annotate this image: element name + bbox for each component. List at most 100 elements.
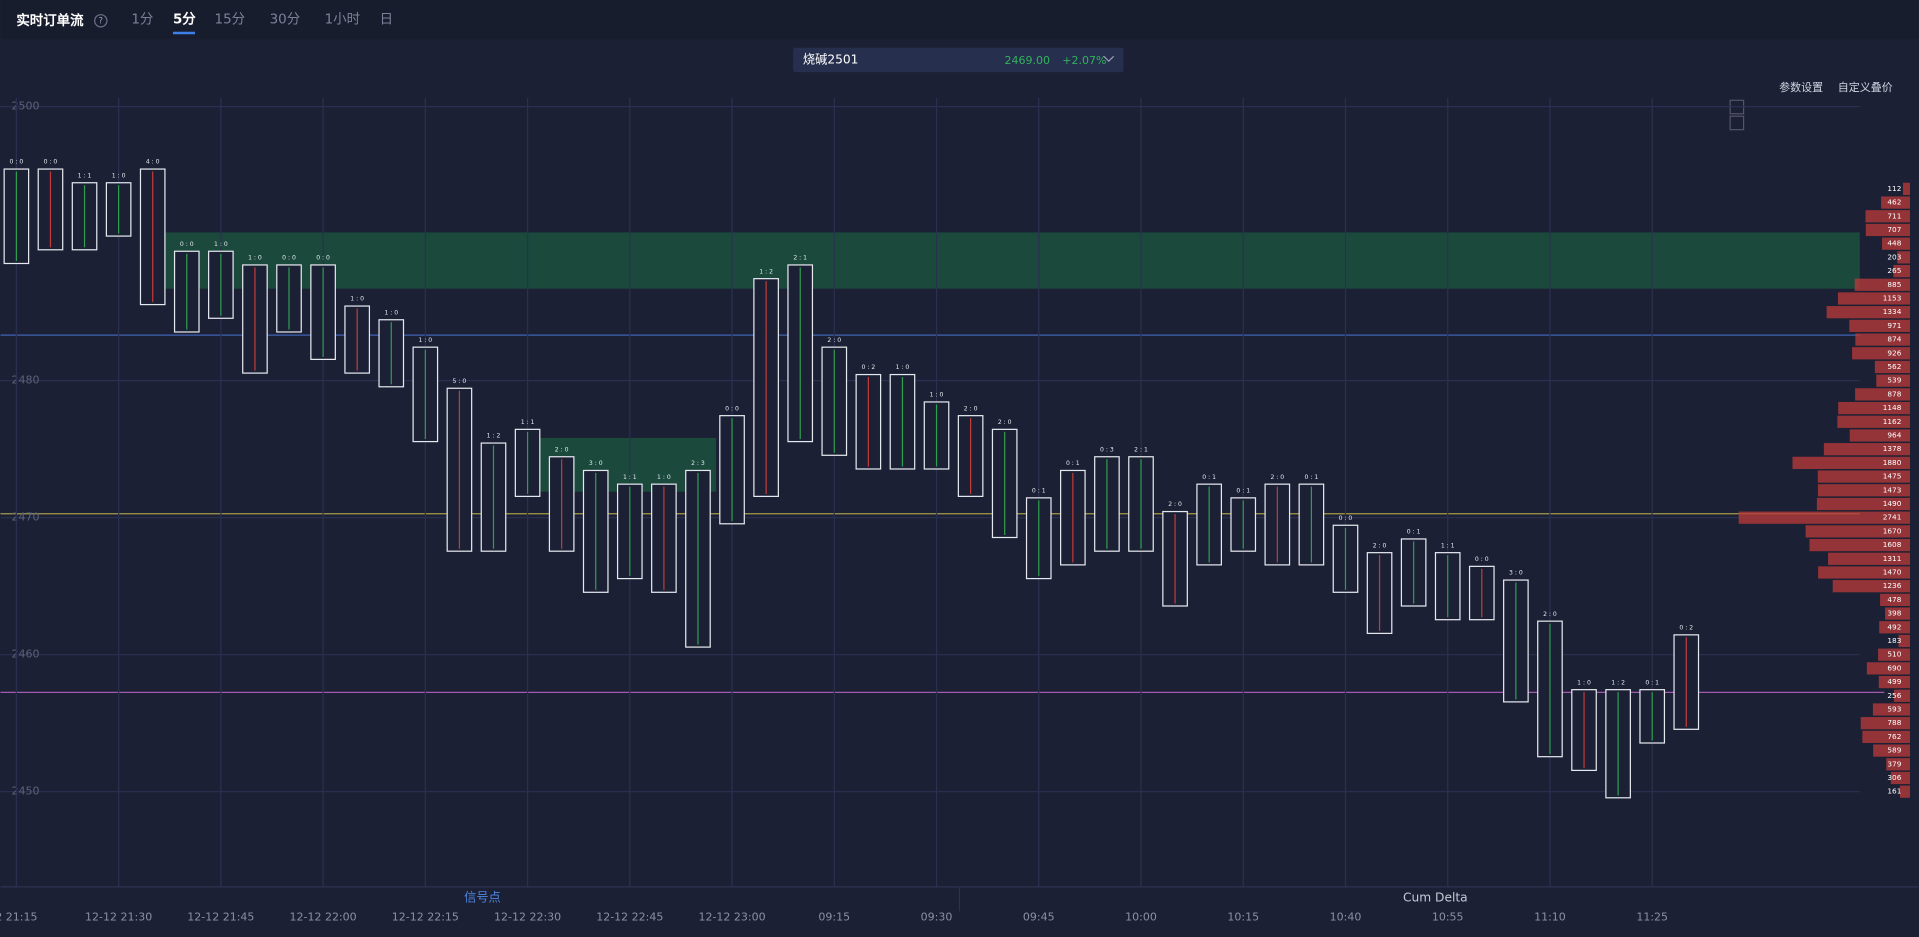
- profile-label: 1148: [1883, 403, 1902, 412]
- profile-bar: [1866, 662, 1910, 675]
- profile-bar: [1878, 675, 1910, 689]
- profile-label: 306: [1887, 773, 1901, 782]
- ratio-label: 2 : 0: [964, 405, 978, 412]
- profile-bar: [1809, 538, 1910, 552]
- x-tick-label: 12-12 22:15: [392, 910, 459, 923]
- help[interactable]: ?: [99, 16, 104, 26]
- profile-bar: [1890, 771, 1910, 785]
- profile-bar: [1897, 251, 1910, 264]
- x-tick-label: 11:10: [1534, 910, 1566, 923]
- profile-bar: [1865, 210, 1910, 223]
- profile-bar: [1816, 497, 1910, 511]
- profile-bar: [1872, 703, 1910, 716]
- profile-label: 492: [1887, 622, 1901, 631]
- x-tick-label: 2 21:15: [0, 910, 37, 923]
- profile-label: 499: [1887, 677, 1901, 686]
- help-btn[interactable]: [1729, 115, 1745, 131]
- ratio-label: 0 : 1: [1305, 474, 1319, 481]
- profile-bar: [1893, 264, 1910, 278]
- profile-bar: [1837, 415, 1910, 428]
- profile-label: 379: [1887, 759, 1901, 768]
- ratio-label: 5 : 0: [453, 378, 467, 385]
- ratio-label: 0 : 3: [1100, 446, 1114, 453]
- symbol-box[interactable]: [793, 47, 1124, 73]
- profile-label: 1490: [1883, 499, 1902, 508]
- ratio-label: 1 : 2: [759, 268, 773, 275]
- profile-label: 1153: [1883, 293, 1902, 302]
- panel-tab[interactable]: Cum Delta: [1403, 890, 1468, 904]
- profile-bar: [1826, 306, 1910, 319]
- x-tick-label: 10:00: [1125, 910, 1157, 923]
- ratio-label: 0 : 0: [44, 159, 58, 166]
- profile-bar: [1885, 607, 1910, 620]
- ratio-label: 0 : 1: [1407, 529, 1421, 536]
- panel-tab[interactable]: 信号点: [464, 890, 501, 904]
- ratio-label: 2 : 0: [555, 446, 569, 453]
- x-tick-label: 11:25: [1636, 910, 1668, 923]
- profile-label: 539: [1887, 376, 1901, 385]
- y-tick-label: 2460: [11, 648, 39, 661]
- ratio-label: 1 : 0: [657, 474, 671, 481]
- ratio-label: 1 : 0: [930, 392, 944, 399]
- ratio-label: 2 : 0: [998, 419, 1012, 426]
- settings[interactable]: 参数设置: [1779, 80, 1823, 94]
- ratio-label: 4 : 0: [146, 159, 160, 166]
- profile-bar: [1854, 278, 1910, 291]
- profile-bar: [1886, 758, 1910, 771]
- profile-bar: [1881, 237, 1910, 250]
- tab[interactable]: 日: [380, 13, 393, 28]
- x-tick-label: 12-12 21:30: [85, 910, 152, 923]
- ratio-label: 1 : 0: [248, 255, 262, 262]
- ratio-label: 0 : 0: [725, 405, 739, 412]
- profile-label: 885: [1887, 280, 1901, 289]
- ratio-label: 0 : 0: [180, 241, 194, 248]
- profile-label: 1334: [1883, 307, 1902, 316]
- profile-label: 926: [1887, 348, 1901, 357]
- dropdown-icon[interactable]: [1103, 55, 1115, 63]
- tab[interactable]: 1分: [131, 12, 153, 28]
- ratio-label: 1 : 2: [1611, 679, 1625, 686]
- tab[interactable]: 30分: [270, 12, 301, 28]
- symbol: 烧碱2501: [803, 52, 859, 66]
- tab[interactable]: 1小时: [325, 12, 360, 28]
- profile-bar: [1879, 621, 1910, 634]
- profile-label: 878: [1887, 389, 1901, 398]
- profile-bar: [1805, 525, 1910, 538]
- ratio-label: 2 : 0: [827, 337, 841, 344]
- profile-bar: [1899, 785, 1910, 798]
- ratio-label: 0 : 2: [862, 364, 876, 371]
- profile-bar: [1902, 182, 1910, 195]
- help-icon[interactable]: [94, 14, 108, 28]
- ratio-label: 1 : 0: [1577, 679, 1591, 686]
- ratio-label: 0 : 0: [10, 159, 24, 166]
- ratio-label: 0 : 1: [1202, 474, 1216, 481]
- profile-label: 788: [1887, 718, 1901, 727]
- profile-label: 1473: [1883, 485, 1902, 494]
- custom[interactable]: 自定义叠价: [1838, 80, 1893, 94]
- profile-label: 203: [1887, 252, 1901, 261]
- ratio-label: 2 : 0: [1270, 474, 1284, 481]
- profile-bar: [1873, 744, 1910, 757]
- toolbar: [0, 0, 1919, 40]
- profile-bar: [1849, 429, 1910, 442]
- profile-bar: [1849, 319, 1910, 332]
- profile-label: 183: [1887, 636, 1901, 645]
- profile-bar: [1855, 333, 1910, 346]
- profile-label: 1162: [1883, 417, 1902, 426]
- profile-label: 589: [1887, 746, 1901, 755]
- profile-bar: [1874, 360, 1910, 374]
- tab[interactable]: 15分: [215, 12, 246, 28]
- tab[interactable]: 5分: [173, 12, 196, 28]
- profile-label: 1470: [1883, 567, 1902, 576]
- profile-label: 707: [1887, 225, 1901, 234]
- ratio-label: 1 : 0: [112, 172, 126, 179]
- ratio-label: 0 : 1: [1645, 679, 1659, 686]
- x-tick-label: 09:45: [1023, 910, 1055, 923]
- profile-label: 478: [1887, 595, 1901, 604]
- profile-bar: [1837, 292, 1910, 305]
- profile-label: 1475: [1883, 472, 1902, 481]
- profile-label: 1670: [1883, 526, 1902, 535]
- profile-label: 448: [1887, 239, 1901, 248]
- ratio-label: 0 : 1: [1236, 488, 1250, 495]
